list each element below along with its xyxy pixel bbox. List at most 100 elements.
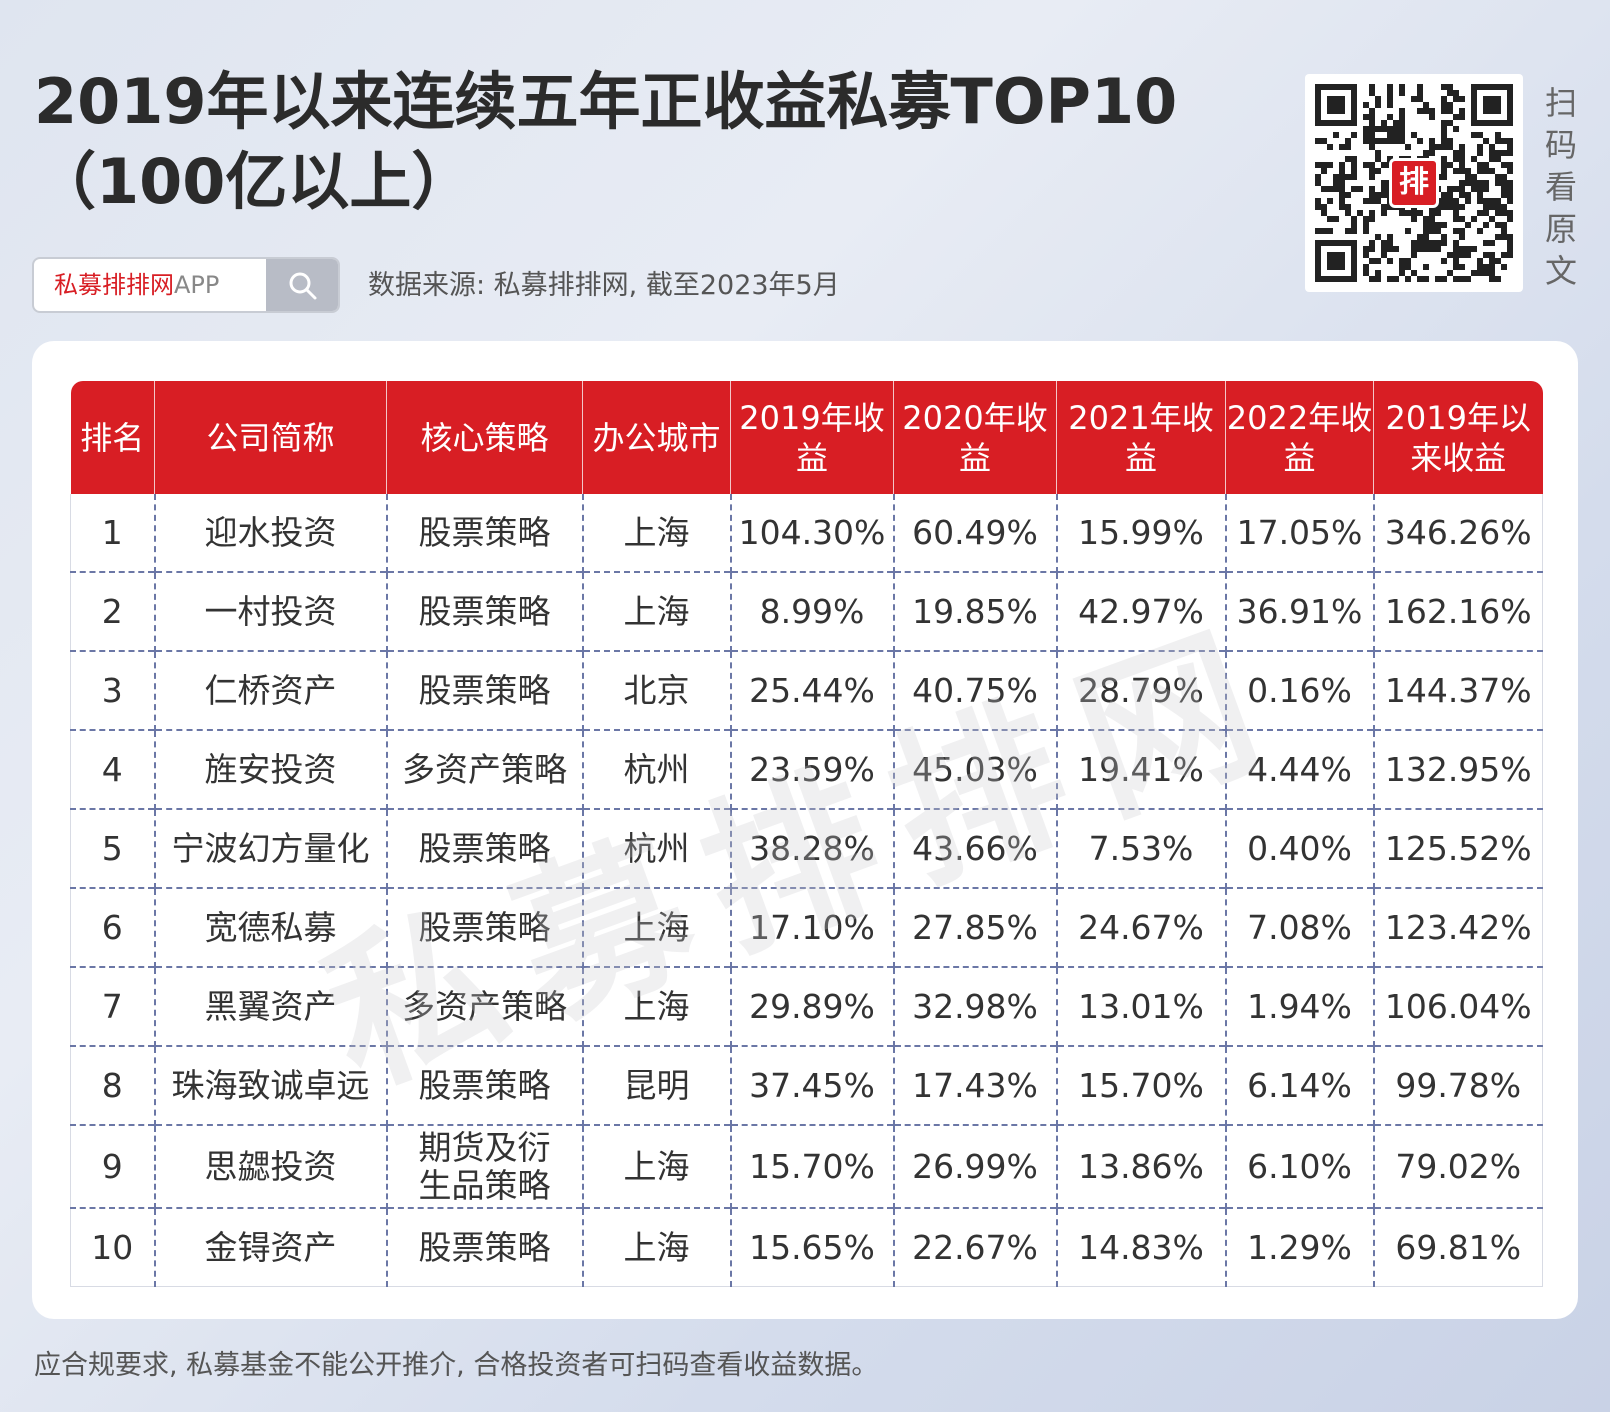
cell-return-2019: 8.99% [729,571,894,651]
cell-company: 黑翼资产 [153,966,387,1046]
cell-rank: 5 [70,808,155,888]
cell-strategy: 多资产策略 [385,729,583,809]
cell-return-2021: 42.97% [1055,571,1226,651]
cell-return-2021: 28.79% [1055,650,1226,730]
cell-return-2022: 4.44% [1224,729,1374,809]
disclaimer: 应合规要求, 私募基金不能公开推介, 合格投资者可扫码查看收益数据。 [34,1350,879,1381]
cell-rank: 8 [70,1045,155,1125]
cell-return-since-2019: 132.95% [1372,729,1543,809]
search-placeholder: 私募排排网APP [54,259,219,311]
cell-rank: 2 [70,571,155,651]
title-line-1: 2019年以来连续五年正收益私募TOP10 [34,65,1178,138]
cell-return-2020: 40.75% [892,650,1057,730]
scan-caption: 扫 码 看 原 文 [1543,82,1579,292]
cell-rank: 10 [70,1207,155,1287]
cell-return-2021: 19.41% [1055,729,1226,809]
header-strategy: 核心策略 [386,381,583,494]
cell-return-2020: 26.99% [892,1124,1057,1208]
cell-return-2019: 15.70% [729,1124,894,1208]
cell-city: 上海 [581,1124,731,1208]
cell-return-since-2019: 162.16% [1372,571,1543,651]
cell-rank: 4 [70,729,155,809]
cell-return-2022: 1.94% [1224,966,1374,1046]
header-return-since-2019: 2019年以来收益 [1373,381,1543,494]
scan-caption-char: 扫 [1544,84,1577,122]
table-row: 2 一村投资 股票策略 上海 8.99% 19.85% 42.97% 36.91% 162.16… [70,571,1543,651]
table-row: 4 旌安投资 多资产策略 杭州 23.59% 45.03% 19.41% 4.44% 132.9… [70,729,1543,809]
cell-return-2020: 60.49% [892,494,1057,572]
cell-return-2019: 15.65% [729,1207,894,1287]
scan-caption-char: 原 [1544,210,1577,248]
cell-company: 迎水投资 [153,494,387,572]
cell-city: 上海 [581,494,731,572]
cell-strategy: 股票策略 [385,494,583,572]
cell-return-2019: 25.44% [729,650,894,730]
table-header-row: 排名 公司简称 核心策略 办公城市 2019年收益 2020年收益 2021年收… [70,381,1543,494]
header-city: 办公城市 [582,381,731,494]
cell-city: 上海 [581,966,731,1046]
cell-return-2020: 27.85% [892,887,1057,967]
search-bar[interactable]: 私募排排网APP [32,257,340,313]
cell-return-2022: 17.05% [1224,494,1374,572]
cell-rank: 1 [70,494,155,572]
cell-strategy: 期货及衍生品策略 [385,1124,583,1208]
scan-caption-char: 码 [1544,126,1577,164]
cell-company: 旌安投资 [153,729,387,809]
qr-code-pattern [1315,84,1513,282]
cell-return-2022: 1.29% [1224,1207,1374,1287]
table-body: 1 迎水投资 股票策略 上海 104.30% 60.49% 15.99% 17.05% 346.… [70,494,1543,1287]
title-line-2: （100亿以上） [34,145,474,218]
cell-strategy: 股票策略 [385,887,583,967]
cell-return-2020: 19.85% [892,571,1057,651]
cell-company: 珠海致诚卓远 [153,1045,387,1125]
cell-city: 杭州 [581,808,731,888]
header-return-2019: 2019年收益 [730,381,894,494]
cell-company: 仁桥资产 [153,650,387,730]
cell-return-since-2019: 69.81% [1372,1207,1543,1287]
cell-rank: 9 [70,1124,155,1208]
cell-return-since-2019: 106.04% [1372,966,1543,1046]
cell-company: 宽德私募 [153,887,387,967]
cell-return-2019: 17.10% [729,887,894,967]
header-company: 公司简称 [154,381,387,494]
search-brand: 私募排排网 [54,271,174,299]
search-button[interactable] [266,259,338,311]
cell-company: 思勰投资 [153,1124,387,1208]
cell-city: 上海 [581,571,731,651]
cell-strategy: 股票策略 [385,650,583,730]
scan-caption-char: 看 [1544,168,1577,206]
cell-strategy: 多资产策略 [385,966,583,1046]
table-row: 6 宽德私募 股票策略 上海 17.10% 27.85% 24.67% 7.08% 123.42… [70,887,1543,967]
cell-rank: 6 [70,887,155,967]
cell-return-2019: 37.45% [729,1045,894,1125]
table-row: 7 黑翼资产 多资产策略 上海 29.89% 32.98% 13.01% 1.94% 106.0… [70,966,1543,1046]
search-app: APP [174,271,220,299]
cell-return-2021: 13.86% [1055,1124,1226,1208]
cell-city: 上海 [581,887,731,967]
page-title: 2019年以来连续五年正收益私募TOP10 （100亿以上） [34,62,1274,222]
cell-return-2020: 22.67% [892,1207,1057,1287]
cell-return-2022: 0.40% [1224,808,1374,888]
table-row: 9 思勰投资 期货及衍生品策略 上海 15.70% 26.99% 13.86% 6.10% 79… [70,1124,1543,1208]
table-row: 1 迎水投资 股票策略 上海 104.30% 60.49% 15.99% 17.05% 346.… [70,494,1543,572]
cell-city: 昆明 [581,1045,731,1125]
cell-return-2022: 7.08% [1224,887,1374,967]
cell-company: 宁波幻方量化 [153,808,387,888]
cell-strategy: 股票策略 [385,1045,583,1125]
cell-strategy: 股票策略 [385,808,583,888]
qr-code[interactable]: 排 [1305,74,1523,292]
cell-return-2021: 15.99% [1055,494,1226,572]
data-source: 数据来源: 私募排排网, 截至2023年5月 [368,270,840,301]
scan-caption-char: 文 [1544,252,1577,290]
cell-city: 上海 [581,1207,731,1287]
cell-return-2021: 24.67% [1055,887,1226,967]
table-row: 5 宁波幻方量化 股票策略 杭州 38.28% 43.66% 7.53% 0.40% 125.5… [70,808,1543,888]
cell-return-2020: 45.03% [892,729,1057,809]
cell-return-2021: 15.70% [1055,1045,1226,1125]
cell-return-since-2019: 79.02% [1372,1124,1543,1208]
cell-company: 金锝资产 [153,1207,387,1287]
cell-return-since-2019: 99.78% [1372,1045,1543,1125]
cell-return-2022: 36.91% [1224,571,1374,651]
cell-city: 杭州 [581,729,731,809]
cell-rank: 7 [70,966,155,1046]
